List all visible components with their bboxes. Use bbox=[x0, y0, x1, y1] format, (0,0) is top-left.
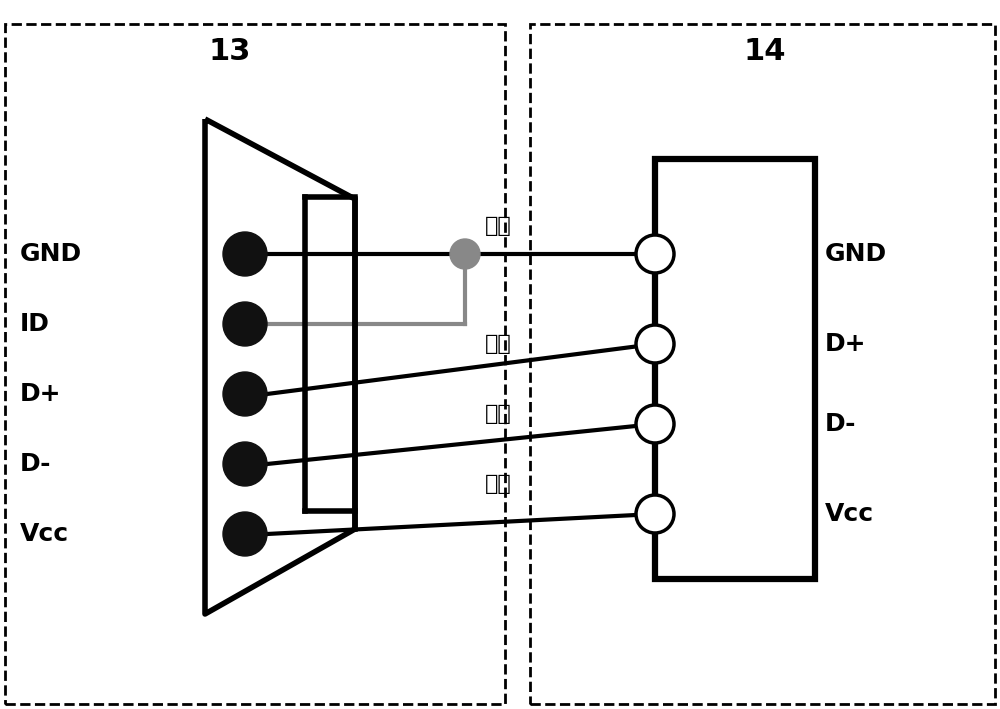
Bar bbox=[655, 159, 815, 579]
Text: Vcc: Vcc bbox=[825, 502, 874, 526]
Circle shape bbox=[636, 405, 674, 443]
Text: 13: 13 bbox=[209, 36, 251, 65]
Text: 黑线: 黑线 bbox=[485, 216, 512, 236]
Circle shape bbox=[636, 325, 674, 363]
Text: GND: GND bbox=[825, 242, 887, 266]
Circle shape bbox=[223, 372, 267, 416]
Circle shape bbox=[223, 442, 267, 486]
Text: 绿线: 绿线 bbox=[485, 334, 512, 354]
Text: Vcc: Vcc bbox=[20, 522, 69, 546]
Text: D-: D- bbox=[825, 412, 856, 436]
Text: 白线: 白线 bbox=[485, 404, 512, 424]
Text: D+: D+ bbox=[825, 332, 866, 356]
Circle shape bbox=[223, 512, 267, 556]
Bar bbox=[5, 24, 505, 704]
Bar bbox=[530, 24, 995, 704]
Text: 红线: 红线 bbox=[485, 474, 512, 494]
Circle shape bbox=[636, 495, 674, 533]
Circle shape bbox=[636, 235, 674, 273]
Circle shape bbox=[223, 232, 267, 276]
Text: ID: ID bbox=[20, 312, 50, 336]
Text: D-: D- bbox=[20, 452, 52, 476]
Circle shape bbox=[223, 302, 267, 346]
Text: GND: GND bbox=[20, 242, 82, 266]
Circle shape bbox=[450, 239, 480, 269]
Text: 14: 14 bbox=[744, 36, 786, 65]
Text: D+: D+ bbox=[20, 382, 62, 406]
